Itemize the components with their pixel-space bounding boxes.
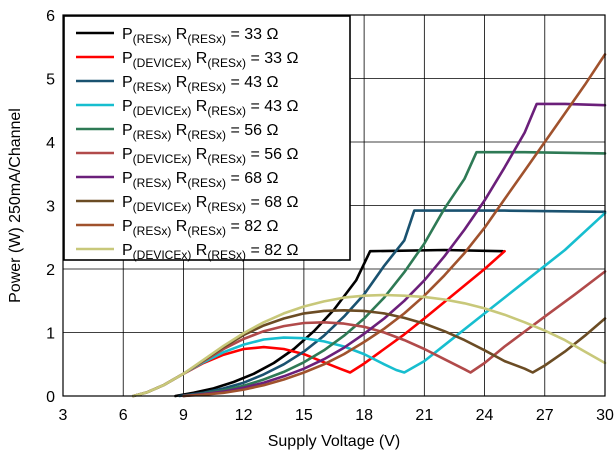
x-tick-label: 9 xyxy=(179,407,188,424)
x-tick-label: 21 xyxy=(415,407,433,424)
x-tick-label: 18 xyxy=(355,407,373,424)
legend-label: P(DEVICEx) R(RESx) = 33 Ω xyxy=(122,50,298,70)
legend-label: P(RESx) R(RESx) = 82 Ω xyxy=(122,218,278,238)
series-line-1 xyxy=(174,248,504,398)
x-tick-label: 30 xyxy=(596,407,614,424)
legend-label: P(DEVICEx) R(RESx) = 82 Ω xyxy=(122,242,298,262)
series-line-6 xyxy=(132,270,607,398)
series-line-9 xyxy=(182,53,607,398)
y-tick-label: 4 xyxy=(46,135,55,152)
legend-label: P(DEVICEx) R(RESx) = 43 Ω xyxy=(122,98,298,118)
legend-label: P(DEVICEx) R(RESx) = 68 Ω xyxy=(122,194,298,214)
x-tick-label: 24 xyxy=(476,407,494,424)
legend-label: P(RESx) R(RESx) = 68 Ω xyxy=(122,170,278,190)
x-tick-label: 27 xyxy=(536,407,554,424)
x-tick-label: 15 xyxy=(295,407,313,424)
legend: P(RESx) R(RESx) = 33 Ω P(DEVICEx) R(RESx)… xyxy=(63,15,351,262)
x-tick-label: 12 xyxy=(235,407,253,424)
legend-label: P(RESx) R(RESx) = 33 Ω xyxy=(122,26,278,46)
y-tick-label: 2 xyxy=(46,262,55,279)
series-line-5 xyxy=(182,150,607,398)
y-tick-label: 3 xyxy=(46,199,55,216)
x-tick-label: 6 xyxy=(119,407,128,424)
y-tick-label: 1 xyxy=(46,326,55,343)
x-tick-label: 3 xyxy=(59,407,68,424)
y-tick-label: 0 xyxy=(46,389,55,406)
y-axis-title: Power (W) 250mA/Channel xyxy=(7,108,24,303)
legend-label: P(RESx) R(RESx) = 56 Ω xyxy=(122,122,278,142)
y-tick-label: 6 xyxy=(46,8,55,25)
y-tick-label: 5 xyxy=(46,72,55,89)
series-line-10 xyxy=(132,293,607,398)
series-lines xyxy=(132,53,607,398)
series-line-3 xyxy=(178,209,607,398)
x-axis-title: Supply Voltage (V) xyxy=(268,433,401,450)
plot-frame xyxy=(62,14,606,397)
legend-label: P(DEVICEx) R(RESx) = 56 Ω xyxy=(122,146,298,166)
legend-label: P(RESx) R(RESx) = 43 Ω xyxy=(122,74,278,94)
series-line-7 xyxy=(182,102,607,398)
